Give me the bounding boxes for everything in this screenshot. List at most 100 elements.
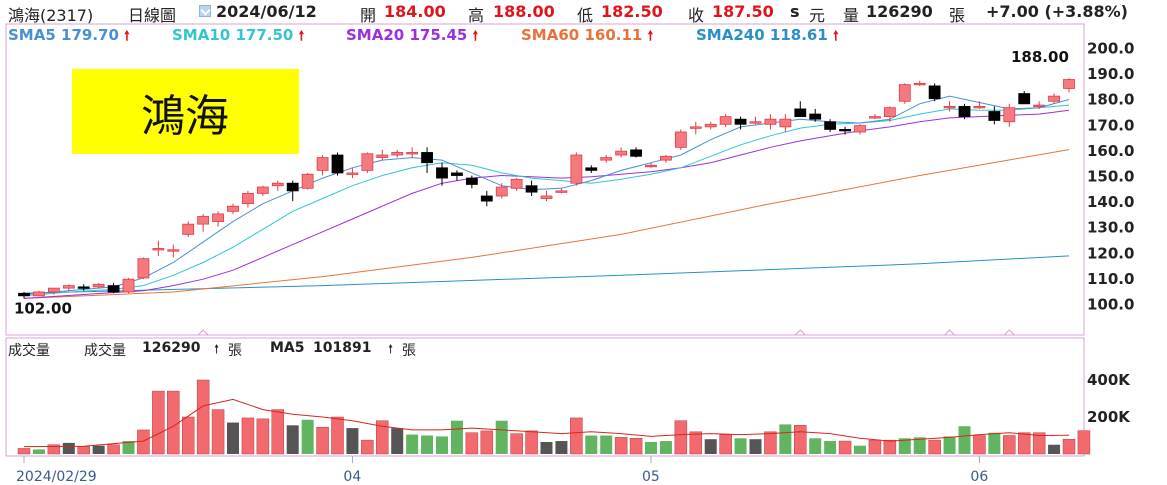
volume-bar bbox=[943, 436, 956, 454]
volume-unit: 張 bbox=[949, 6, 966, 25]
candle bbox=[1063, 78, 1075, 93]
candle bbox=[973, 101, 986, 109]
volume-legend-label: 成交量 bbox=[84, 343, 126, 359]
x-tick-label: 2024/02/29 bbox=[16, 469, 97, 485]
candle-body bbox=[615, 150, 628, 156]
volume-bar bbox=[391, 428, 404, 454]
candle-body bbox=[137, 258, 150, 279]
volume-bar bbox=[346, 428, 359, 454]
candle-body bbox=[1018, 93, 1031, 105]
volume-bar bbox=[301, 419, 314, 454]
candle bbox=[779, 114, 792, 132]
candle-body bbox=[421, 152, 433, 164]
volume-bar bbox=[286, 425, 299, 454]
price-tick-label: 150.0 bbox=[1087, 168, 1134, 186]
volume-bar bbox=[271, 409, 285, 455]
candle-body bbox=[212, 213, 224, 222]
candle bbox=[1033, 101, 1046, 109]
sma20-legend: SMA20 175.45 🠕 bbox=[346, 26, 478, 49]
sma10-legend: SMA10 177.50 🠕 bbox=[172, 26, 304, 49]
candle-body bbox=[839, 129, 851, 132]
event-marker bbox=[1003, 329, 1015, 336]
candle bbox=[734, 116, 747, 130]
volume-tick-label: 400K bbox=[1087, 371, 1131, 389]
close-value: 187.50 bbox=[712, 2, 774, 21]
candle bbox=[689, 121, 702, 135]
candle-body bbox=[346, 172, 359, 175]
low-value: 182.50 bbox=[601, 2, 663, 21]
volume-bar bbox=[659, 441, 672, 454]
volume-bar bbox=[361, 439, 374, 455]
candle-body bbox=[988, 111, 1001, 121]
candle-body bbox=[600, 157, 613, 161]
volume-bar bbox=[316, 426, 329, 455]
candle bbox=[346, 167, 359, 179]
candle bbox=[33, 290, 45, 297]
volume-bar bbox=[406, 434, 419, 454]
volume-bar bbox=[689, 431, 703, 455]
volume-bar bbox=[555, 441, 568, 454]
volume-bar bbox=[137, 429, 150, 455]
sma240-value: 118.61 bbox=[769, 26, 828, 44]
candle bbox=[47, 287, 60, 295]
candle bbox=[898, 83, 911, 104]
candle-body bbox=[630, 149, 642, 157]
volume-bar bbox=[256, 418, 270, 455]
candle bbox=[525, 180, 538, 196]
volume-bar bbox=[614, 437, 628, 455]
volume-bar bbox=[958, 426, 971, 454]
volume-bar bbox=[913, 437, 926, 454]
candle-body bbox=[1033, 104, 1046, 107]
volume-bar bbox=[1048, 444, 1061, 454]
candle-body bbox=[928, 85, 941, 100]
candle-body bbox=[809, 113, 822, 120]
candle bbox=[839, 126, 851, 135]
candle-body bbox=[794, 108, 807, 118]
candle bbox=[182, 221, 195, 237]
candle-body bbox=[301, 173, 314, 189]
candle bbox=[585, 165, 598, 173]
candle-body bbox=[764, 118, 777, 125]
candle bbox=[958, 103, 971, 120]
sma60-legend: SMA60 160.11 🠕 bbox=[521, 26, 653, 49]
sma240-up-arrow-icon: 🠕 bbox=[833, 29, 839, 44]
candle bbox=[674, 129, 687, 150]
candle bbox=[645, 162, 657, 168]
candle bbox=[660, 155, 672, 163]
candle bbox=[212, 211, 224, 227]
date-checkbox[interactable] bbox=[199, 5, 211, 17]
candle bbox=[510, 178, 523, 191]
candle bbox=[615, 147, 628, 158]
candle-body bbox=[62, 285, 75, 289]
candle bbox=[943, 101, 956, 112]
candle-body bbox=[465, 177, 478, 185]
candle bbox=[928, 83, 941, 102]
volume-bar bbox=[480, 430, 494, 455]
quote-date: 2024/06/12 bbox=[216, 2, 317, 21]
candle-body bbox=[734, 118, 747, 125]
volume-legend-unit: 張 bbox=[228, 343, 242, 359]
volume-bar bbox=[928, 439, 941, 455]
volume-bar bbox=[510, 433, 523, 455]
stock-name-highlight bbox=[72, 69, 299, 154]
candle-body bbox=[704, 123, 717, 128]
volume-bar bbox=[450, 420, 463, 454]
volume-bar bbox=[77, 446, 90, 455]
price-tick-label: 160.0 bbox=[1087, 142, 1134, 160]
candle bbox=[704, 121, 717, 130]
volume-bar bbox=[674, 420, 688, 455]
ma5-volume-unit: 張 bbox=[402, 343, 416, 359]
volume-bar bbox=[376, 420, 389, 455]
candle-body bbox=[47, 287, 60, 293]
candle-body bbox=[869, 116, 881, 119]
candle bbox=[630, 147, 642, 158]
candle-body bbox=[406, 152, 419, 155]
volume-bar bbox=[17, 448, 31, 455]
volume-bar bbox=[779, 424, 792, 454]
candle bbox=[883, 106, 896, 122]
volume-bar bbox=[227, 422, 239, 454]
price-change: +7.00 (+3.88%) bbox=[986, 2, 1128, 21]
candle bbox=[436, 162, 448, 186]
volume-bar bbox=[152, 390, 165, 455]
